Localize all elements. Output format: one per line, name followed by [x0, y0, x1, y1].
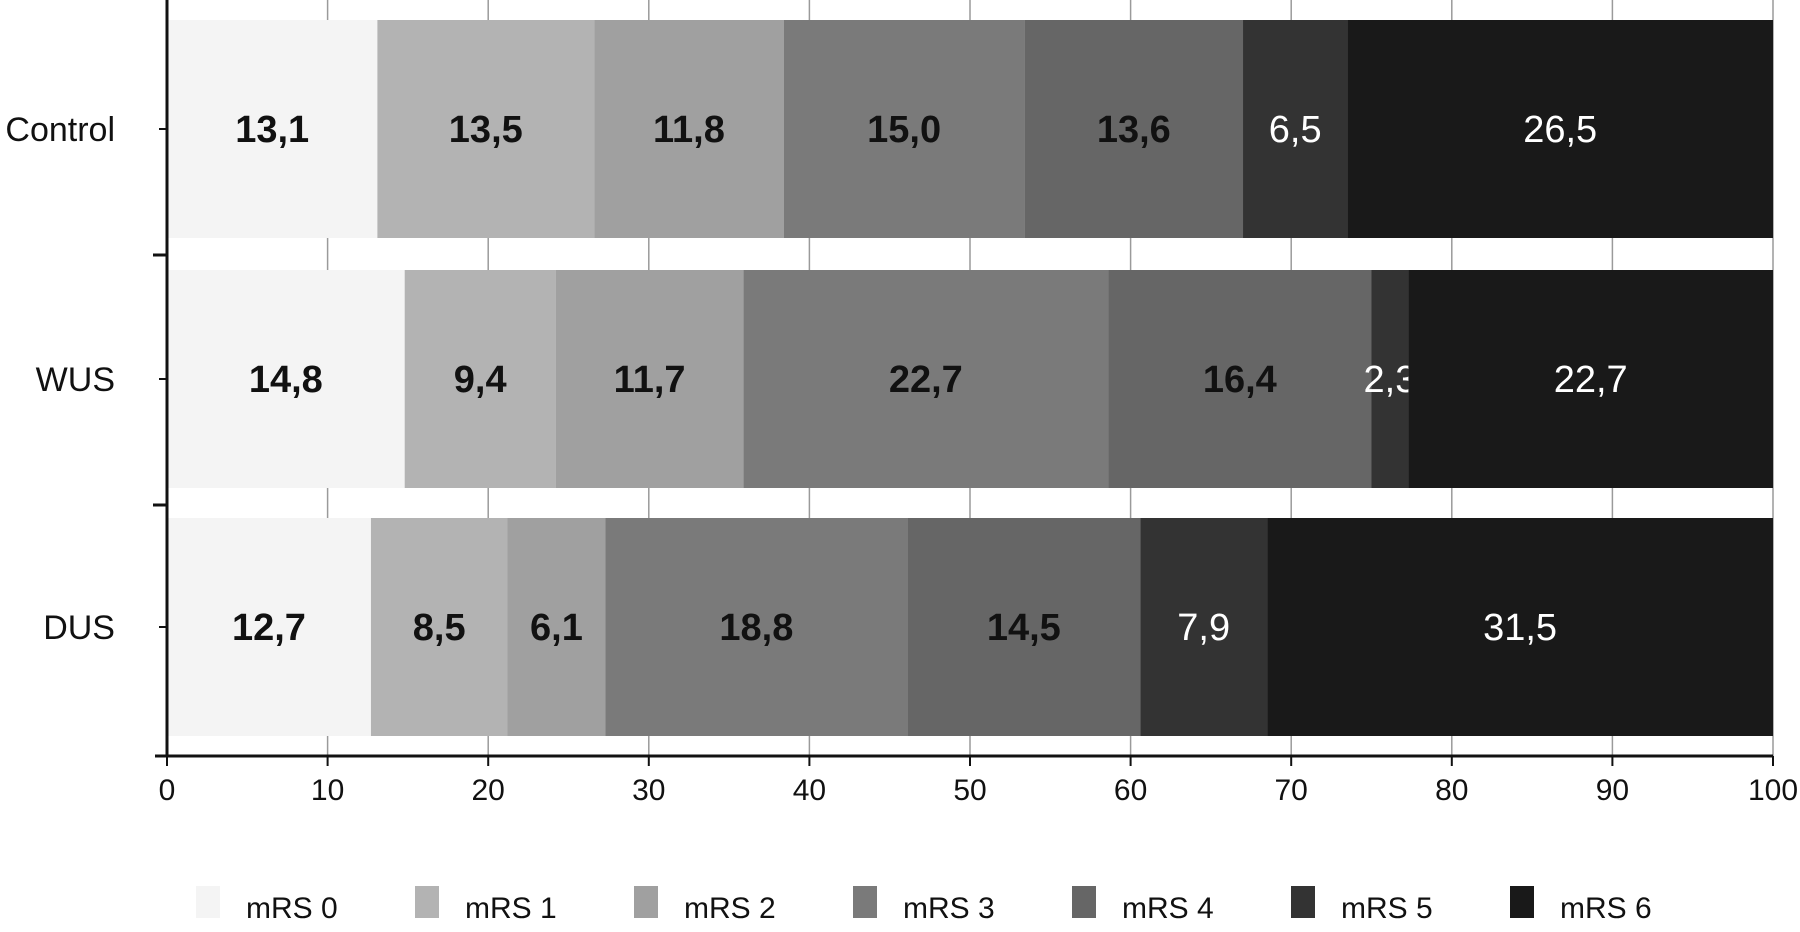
- x-tick-label-70: 70: [1275, 774, 1308, 807]
- data-label-dus-mrs-3: 18,8: [719, 607, 793, 649]
- data-label-dus-mrs-1: 8,5: [413, 607, 466, 649]
- data-label-wus-mrs-4: 16,4: [1203, 359, 1277, 401]
- data-label-control-mrs-4: 13,6: [1097, 109, 1171, 151]
- bar-segment-dus-mrs-3: [605, 518, 908, 736]
- data-label-control-mrs-0: 13,1: [235, 109, 309, 151]
- x-tick-label-0: 0: [159, 774, 176, 807]
- x-tick-label-80: 80: [1435, 774, 1468, 807]
- legend: mRS 0 mRS 1 mRS 2 mRS 3 mRS 4 mRS 5 mRS 6: [196, 886, 1652, 925]
- bar-segment-wus-mrs-5: [1371, 270, 1409, 488]
- x-tick-label-100: 100: [1748, 774, 1798, 807]
- bar-segment-dus-mrs-1: [370, 518, 508, 736]
- legend-label-mrs-1: mRS 1: [465, 892, 557, 925]
- bar-segment-dus-mrs-4: [907, 518, 1141, 736]
- x-tick-label-90: 90: [1596, 774, 1629, 807]
- x-tick-label-30: 30: [632, 774, 665, 807]
- bar-segment-wus-mrs-3: [743, 270, 1109, 488]
- x-tick-label-40: 40: [793, 774, 826, 807]
- data-label-dus-mrs-4: 14,5: [987, 607, 1061, 649]
- x-tick-label-60: 60: [1114, 774, 1147, 807]
- data-label-dus-mrs-5: 7,9: [1177, 607, 1230, 649]
- category-label-control: Control: [5, 111, 115, 149]
- bar-segment-wus-mrs-0: [167, 270, 405, 488]
- data-label-control-mrs-1: 13,5: [449, 109, 523, 151]
- legend-swatch-mrs-2: [634, 886, 658, 918]
- data-label-control-mrs-3: 15,0: [867, 109, 941, 151]
- bar-segment-dus-mrs-0: [167, 518, 371, 736]
- data-label-wus-mrs-3: 22,7: [889, 359, 963, 401]
- bar-segment-control-mrs-3: [783, 20, 1025, 238]
- bar-segment-dus-mrs-5: [1140, 518, 1268, 736]
- data-label-wus-mrs-5: 2,3: [1364, 359, 1417, 401]
- category-label-dus: DUS: [43, 609, 115, 647]
- bar-segment-wus-mrs-6: [1408, 270, 1773, 488]
- legend-swatch-mrs-6: [1510, 886, 1534, 918]
- bar-segment-control-mrs-5: [1243, 20, 1348, 238]
- bar-segment-control-mrs-4: [1024, 20, 1244, 238]
- bar-segment-dus-mrs-6: [1267, 518, 1773, 736]
- bar-segment-control-mrs-1: [377, 20, 595, 238]
- data-label-control-mrs-2: 11,8: [653, 109, 725, 151]
- x-tick-label-10: 10: [311, 774, 344, 807]
- legend-label-mrs-3: mRS 3: [903, 892, 995, 925]
- bar-segment-control-mrs-2: [594, 20, 784, 238]
- legend-swatch-mrs-0: [196, 886, 220, 918]
- data-label-wus-mrs-2: 11,7: [614, 359, 686, 401]
- axes: Control WUS DUS 0 10 20 30 40 50 60 70 80 90 100: [5, 0, 1798, 807]
- x-tick-label-20: 20: [472, 774, 505, 807]
- data-label-wus-mrs-1: 9,4: [454, 359, 507, 401]
- x-tick-label-50: 50: [953, 774, 986, 807]
- bar-segment-wus-mrs-2: [555, 270, 744, 488]
- data-label-dus-mrs-2: 6,1: [530, 607, 583, 649]
- data-label-control-mrs-6: 26,5: [1523, 109, 1597, 151]
- bar-segment-control-mrs-6: [1347, 20, 1773, 238]
- legend-label-mrs-5: mRS 5: [1341, 892, 1433, 925]
- data-label-dus-mrs-6: 31,5: [1483, 607, 1557, 649]
- category-label-wus: WUS: [36, 361, 115, 399]
- bar-segment-dus-mrs-2: [507, 518, 606, 736]
- data-label-wus-mrs-6: 22,7: [1554, 359, 1628, 401]
- bar-segment-control-mrs-0: [167, 20, 378, 238]
- bar-segment-wus-mrs-1: [404, 270, 556, 488]
- data-label-wus-mrs-0: 14,8: [249, 359, 323, 401]
- legend-label-mrs-6: mRS 6: [1560, 892, 1652, 925]
- legend-swatch-mrs-5: [1291, 886, 1315, 918]
- bar-segment-wus-mrs-4: [1108, 270, 1372, 488]
- data-label-control-mrs-5: 6,5: [1269, 109, 1322, 151]
- legend-label-mrs-2: mRS 2: [684, 892, 776, 925]
- legend-swatch-mrs-4: [1072, 886, 1096, 918]
- legend-label-mrs-0: mRS 0: [246, 892, 338, 925]
- data-label-dus-mrs-0: 12,7: [232, 607, 306, 649]
- legend-swatch-mrs-3: [853, 886, 877, 918]
- bars: 13,1 13,5 11,8 15,0 13,6 6,5 26,5 14,8 9,4 11,7 22…: [167, 20, 1773, 736]
- legend-swatch-mrs-1: [415, 886, 439, 918]
- legend-label-mrs-4: mRS 4: [1122, 892, 1214, 925]
